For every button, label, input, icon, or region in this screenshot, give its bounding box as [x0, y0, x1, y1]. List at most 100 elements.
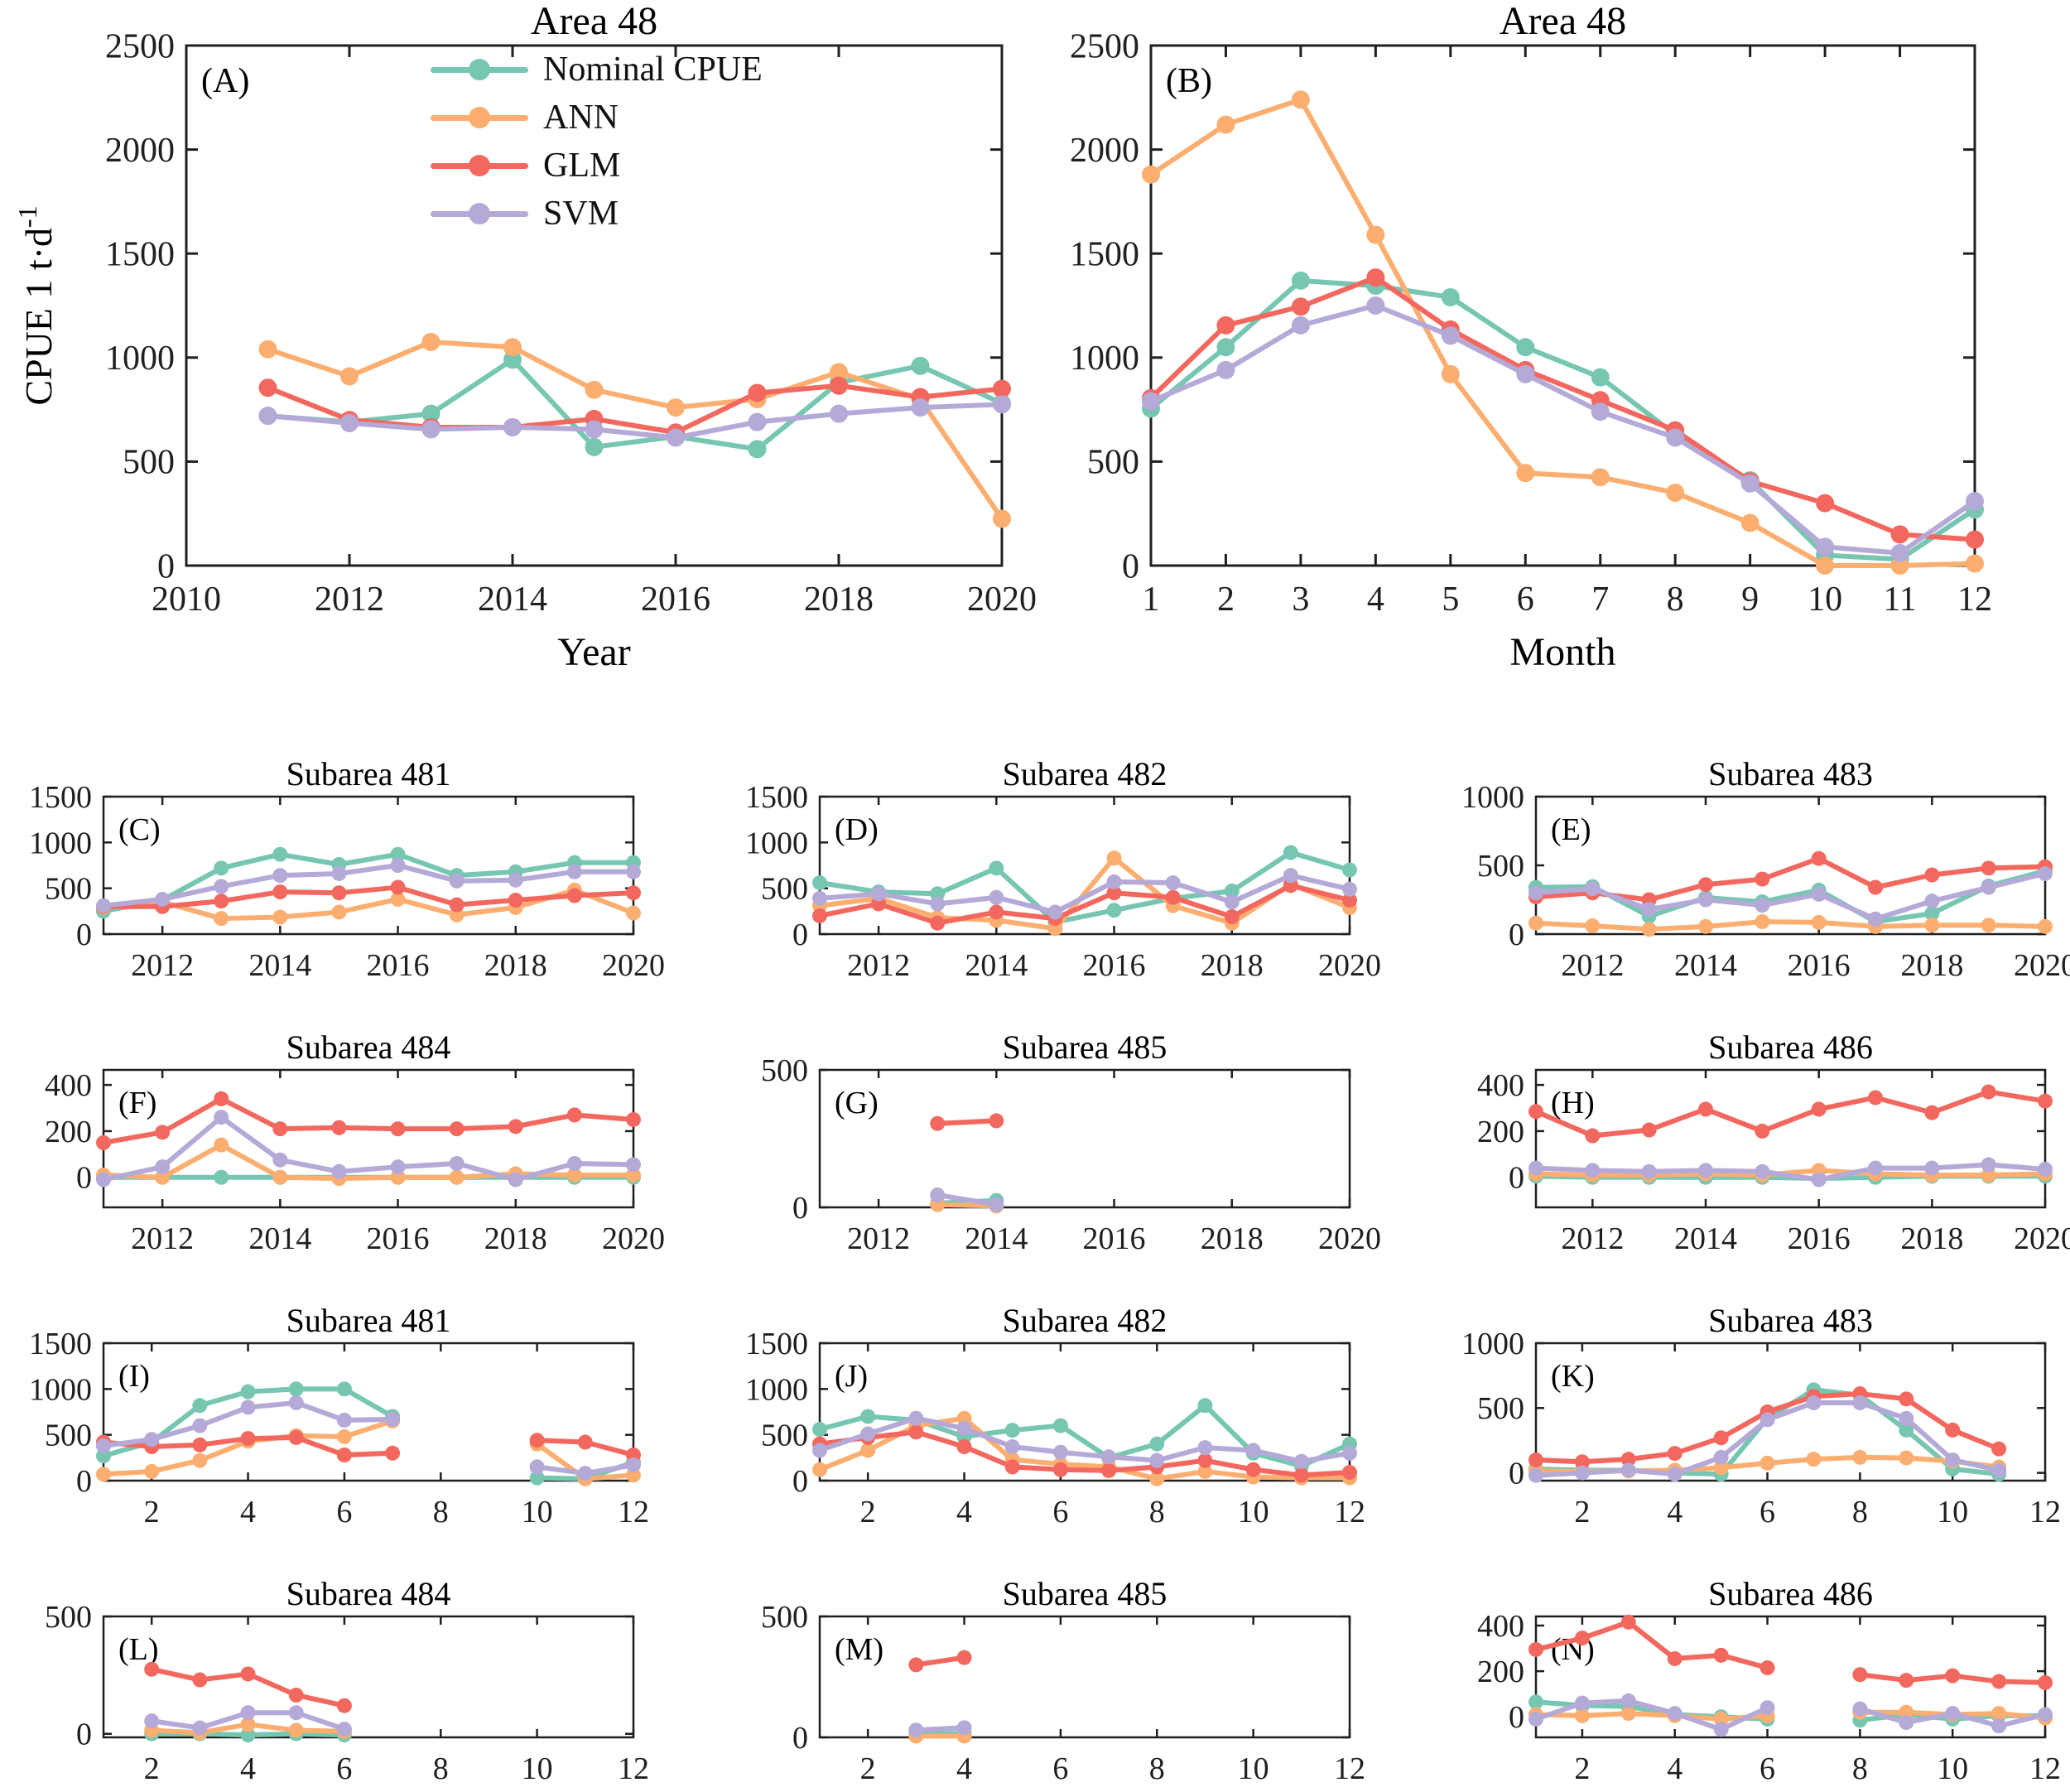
legend-line-icon: [431, 107, 528, 128]
data-point-svm: [240, 1399, 256, 1415]
data-point-svm: [1713, 1449, 1729, 1465]
x-tick-label: 4: [1367, 580, 1384, 619]
data-point-svm: [385, 1411, 401, 1427]
data-point-ann: [96, 1467, 111, 1482]
data-point-glm: [1101, 1462, 1117, 1478]
data-point-svm: [871, 886, 887, 902]
G-series-glm: [930, 1113, 1004, 1131]
x-tick-label: 6: [336, 1495, 352, 1529]
panel-title: Subarea 484: [286, 1575, 451, 1612]
series-line-nominal: [1148, 277, 1977, 562]
data-point-svm: [956, 1720, 972, 1736]
x-tick-label: 4: [1667, 1751, 1682, 1786]
series-line-svm: [101, 1115, 636, 1183]
series-line-ann: [265, 339, 1004, 522]
y-tick-label: 400: [45, 1068, 92, 1103]
data-point-ann: [1106, 850, 1122, 866]
x-tick-label: 2014: [965, 948, 1028, 983]
data-point-glm: [1667, 1650, 1682, 1666]
data-point-ann: [830, 363, 848, 382]
data-point-svm: [1852, 1395, 1868, 1411]
x-tick-label: 6: [1517, 580, 1534, 619]
x-tick-label: 4: [956, 1495, 972, 1529]
x-tick-label: 1: [1143, 580, 1160, 619]
x-tick-label: 8: [433, 1495, 449, 1529]
x-tick-label: 10: [522, 1495, 553, 1529]
data-point-glm: [566, 888, 582, 903]
data-point-ann: [272, 909, 288, 925]
x-tick-label: 2: [144, 1495, 160, 1529]
data-point-svm: [288, 1705, 304, 1721]
panel-A: 2010 2012 2014 2016 2018 2020 0 500 1000 1500 2000…: [12, 0, 1037, 674]
x-tick-label: 2018: [804, 580, 874, 619]
panel-letter-label: (K): [1551, 1359, 1595, 1394]
data-point-ann: [240, 1717, 256, 1732]
data-point-ann: [1591, 468, 1610, 487]
data-point-ann: [1574, 1708, 1590, 1723]
x-tick-label: 2012: [847, 948, 910, 983]
data-point-glm: [1291, 297, 1310, 316]
x-tick-label: 4: [1667, 1495, 1682, 1529]
series-line-svm: [935, 1192, 999, 1207]
data-point-glm: [240, 1431, 256, 1447]
data-point-svm: [1224, 894, 1240, 910]
legend-item-glm: GLM: [431, 144, 763, 187]
x-tick-label: 10: [1238, 1495, 1269, 1529]
data-point-svm: [155, 891, 171, 907]
data-point-ann: [626, 1167, 641, 1183]
data-point-ann: [421, 332, 440, 351]
y-tick-label: 0: [76, 1717, 92, 1752]
y-tick-label: 500: [45, 872, 92, 907]
data-point-glm: [1868, 879, 1883, 895]
data-point-svm: [812, 1443, 827, 1458]
data-point-ann: [1991, 1706, 2007, 1722]
data-point-glm: [192, 1437, 208, 1452]
series-line-svm: [101, 863, 636, 908]
data-point-svm: [1591, 402, 1610, 422]
data-point-svm: [930, 896, 946, 912]
H-series-glm: [1528, 1084, 2053, 1144]
series-line-svm: [1148, 303, 1977, 556]
series-line-ann: [817, 1415, 1352, 1481]
data-point-svm: [214, 1110, 229, 1125]
data-point-svm: [336, 1412, 352, 1428]
data-point-nominal: [1224, 883, 1240, 898]
data-point-glm: [1890, 525, 1909, 544]
x-tick-label: 2016: [1788, 1221, 1851, 1256]
N-series-glm: [1528, 1614, 2053, 1690]
x-tick-label: 12: [618, 1751, 649, 1786]
data-point-nominal: [503, 350, 522, 369]
y-axis-label: CPUE 1 t·d-1: [12, 205, 60, 405]
series-line-glm: [265, 383, 1004, 436]
legend-item-label: ANN: [543, 99, 619, 137]
data-point-svm: [566, 1155, 582, 1171]
data-point-ann: [667, 398, 685, 417]
x-tick-label: 4: [240, 1495, 256, 1529]
data-point-svm: [1816, 537, 1835, 556]
data-point-svm: [1101, 1449, 1117, 1465]
data-point-ann: [1641, 922, 1657, 937]
axes-box-K: [1534, 1342, 2047, 1482]
panel-title: Subarea 483: [1708, 755, 1873, 792]
legend-marker-icon: [469, 155, 490, 176]
data-point-svm: [1441, 326, 1460, 345]
x-tick-label: 2016: [1788, 948, 1851, 983]
data-point-glm: [336, 1698, 352, 1713]
data-point-svm: [1620, 1693, 1636, 1708]
data-point-nominal: [1216, 338, 1235, 357]
data-point-glm: [288, 1429, 304, 1445]
y-tick-label: 0: [792, 1191, 808, 1226]
x-tick-label: 8: [1149, 1751, 1165, 1786]
data-point-glm: [1760, 1660, 1775, 1675]
D-series-nominal: [812, 845, 1357, 930]
y-tick-label: 200: [45, 1115, 92, 1149]
y-tick-label: 0: [1509, 1161, 1524, 1196]
data-point-nominal: [1106, 903, 1122, 918]
data-point-glm: [144, 1661, 160, 1677]
data-point-glm: [1852, 1667, 1868, 1683]
data-point-nominal: [272, 846, 288, 862]
data-point-svm: [336, 1722, 352, 1737]
x-tick-label: 5: [1442, 580, 1459, 619]
data-point-svm: [1666, 428, 1685, 447]
